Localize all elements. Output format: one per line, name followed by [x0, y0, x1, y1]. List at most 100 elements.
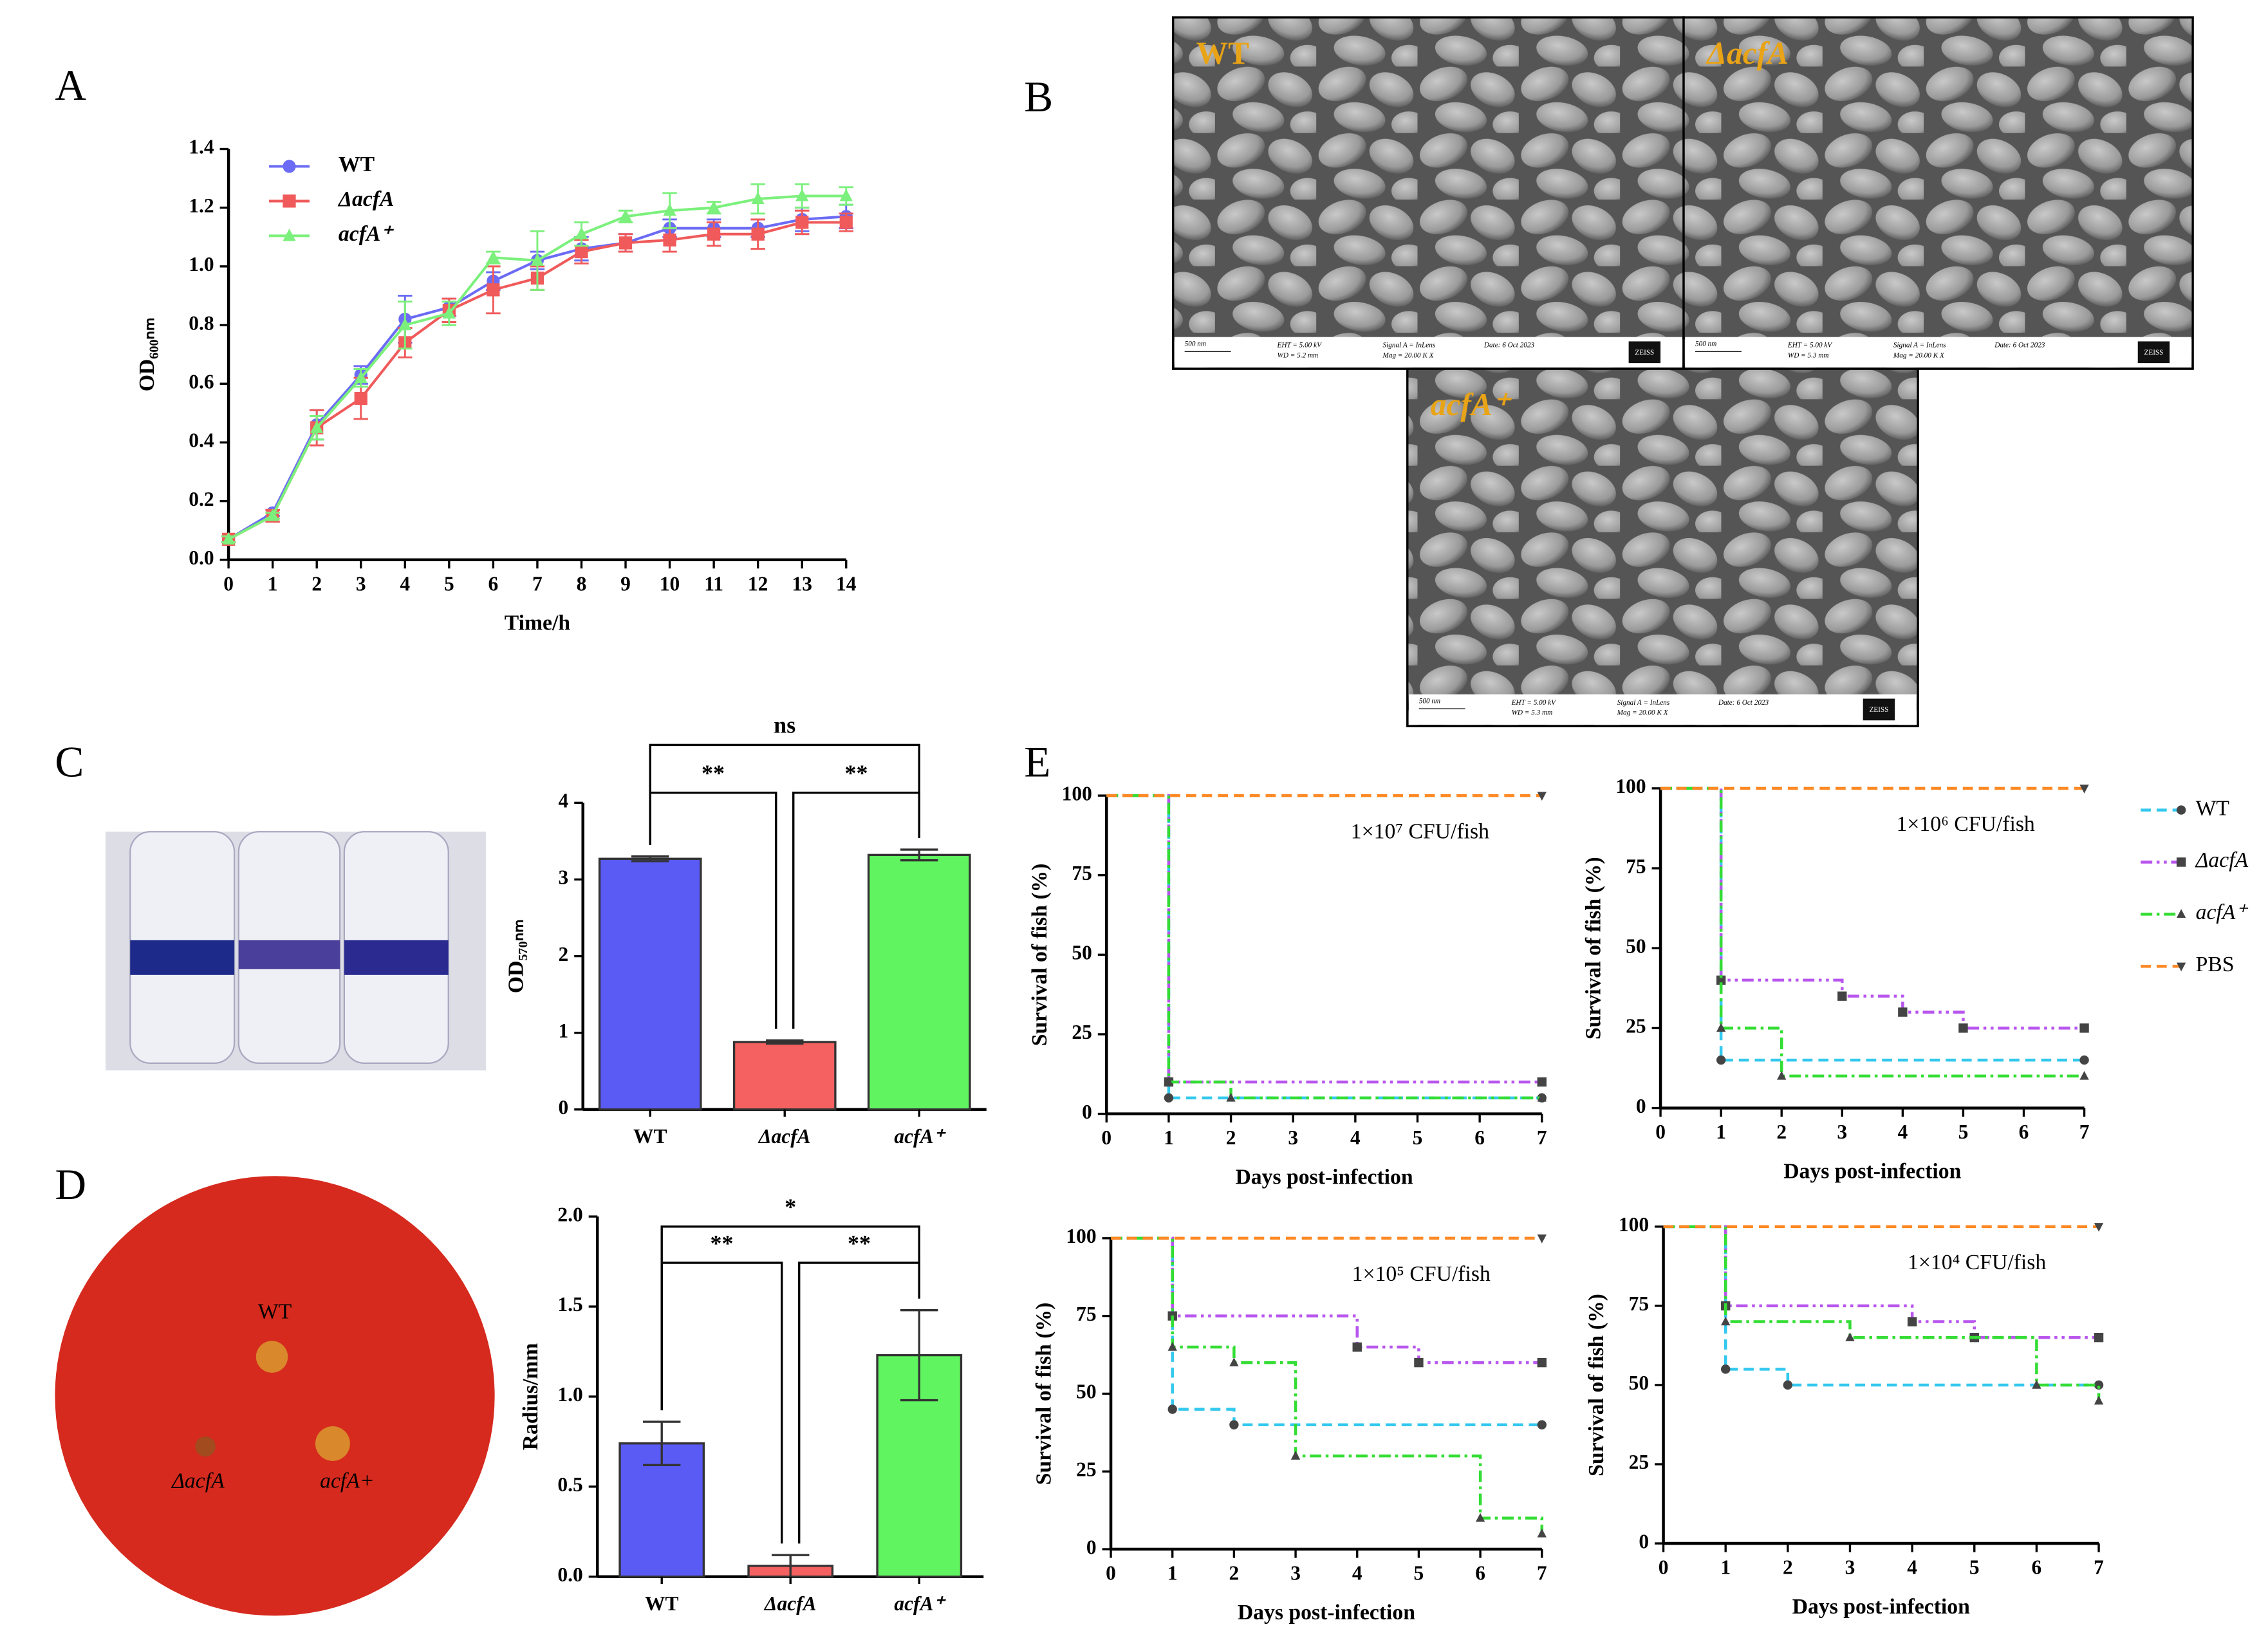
y-tick-label: 25 [1629, 1451, 1649, 1473]
x-tick-label: 14 [836, 572, 857, 595]
marker [1475, 1512, 1485, 1522]
y-tick-label: 1.4 [189, 136, 214, 158]
meta-text: WD = 5.3 mm [1512, 709, 1553, 717]
marker [1290, 1451, 1301, 1460]
panel-label: B [1024, 73, 1053, 121]
x-tick-label: 9 [620, 572, 631, 595]
marker [2079, 1070, 2089, 1080]
x-tick-label: 0 [1101, 1126, 1111, 1149]
x-tick-label: 4 [400, 572, 410, 595]
panel-label: C [55, 738, 84, 786]
marker [283, 228, 296, 241]
bar [732, 1041, 837, 1111]
meta-text: Signal A = InLens [1893, 342, 1946, 349]
marker [354, 371, 367, 384]
y-tick-label: 2 [559, 943, 569, 965]
significance-label: ** [711, 1230, 734, 1256]
marker [1537, 1420, 1547, 1429]
x-tick-label: 0 [223, 572, 234, 595]
marker [1837, 991, 1847, 1001]
marker [442, 306, 456, 319]
x-tick-label: 11 [704, 572, 723, 595]
y-tick-label: 0 [1082, 1101, 1092, 1123]
sem-label: ΔacfA [1706, 35, 1789, 71]
meta-text: EHT = 5.00 kV [1511, 699, 1557, 707]
x-tick-label: 0 [1655, 1121, 1666, 1143]
marker [575, 245, 588, 259]
y-tick-label: 0.5 [557, 1473, 582, 1496]
marker [618, 236, 633, 250]
survival-line [1660, 786, 2085, 1078]
x-tick-label: 2 [1783, 1556, 1793, 1579]
tube-photo [106, 831, 487, 1071]
brand: ZEISS [1635, 349, 1654, 357]
marker [795, 216, 809, 229]
x-tick-label: 6 [2032, 1556, 2042, 1579]
marker [2079, 785, 2089, 794]
x-tick-label: 5 [1413, 1126, 1423, 1149]
marker [2094, 1223, 2104, 1232]
x-tick-label: 1 [1164, 1126, 1174, 1149]
x-tick-label: 4 [1350, 1126, 1361, 1149]
marker [1414, 1357, 1424, 1368]
scale-bar-label: 500 nm [1695, 340, 1716, 348]
y-tick-label: 100 [1062, 782, 1092, 805]
marker [2176, 909, 2186, 918]
y-axis-title: Survival of fish (%) [1032, 1303, 1056, 1485]
x-tick-label: 6 [1475, 1562, 1485, 1585]
marker [839, 189, 853, 201]
meta-text: Mag = 20.00 K X [1617, 709, 1669, 717]
meta-text: EHT = 5.00 kV [1276, 342, 1322, 349]
marker [707, 227, 721, 241]
y-tick-label: 75 [1076, 1303, 1096, 1325]
y-tick-label: 0.8 [189, 312, 214, 334]
marker [283, 194, 296, 208]
y-tick-label: 50 [1076, 1381, 1096, 1403]
marker [1783, 1380, 1793, 1390]
biofilm-ring [130, 940, 235, 975]
biofilm-ring [344, 940, 449, 975]
y-tick-label: 50 [1626, 935, 1646, 957]
survival-line [1663, 1225, 2099, 1339]
subplot-title: 1×10⁴ CFU/fish [1908, 1251, 2046, 1274]
panel-label: E [1024, 738, 1050, 786]
x-tick-label: 4 [1352, 1562, 1362, 1585]
meta-text: EHT = 5.00 kV [1787, 342, 1833, 349]
legend-label: acfA⁺ [2196, 900, 2249, 924]
x-tick-label: 8 [577, 572, 587, 595]
marker [1352, 1342, 1362, 1352]
x-tick-label: 7 [1537, 1562, 1547, 1585]
x-tick-label: 13 [792, 572, 812, 595]
y-tick-label: 0.6 [189, 370, 214, 393]
y-tick-label: 1.0 [189, 253, 214, 275]
bar [598, 857, 702, 1111]
sem-label: WT [1196, 35, 1249, 71]
marker [1716, 1023, 1726, 1032]
y-tick-label: 1.2 [189, 194, 214, 217]
error-bar [642, 1420, 681, 1466]
x-tick-label: WT [645, 1592, 678, 1615]
marker [1721, 1364, 1731, 1374]
legend-label: ΔacfA [337, 187, 395, 211]
marker [575, 227, 588, 239]
significance-label: ** [845, 760, 868, 786]
brand-box [2137, 341, 2170, 364]
meta-text: Signal A = InLens [1383, 342, 1436, 349]
marker [1229, 1357, 1239, 1366]
marker [1164, 1077, 1174, 1086]
y-tick-label: 75 [1629, 1292, 1649, 1315]
y-tick-label: 100 [1615, 775, 1646, 797]
info-bar [1174, 337, 1682, 368]
x-tick-label: 1 [268, 572, 278, 595]
brand: ZEISS [1869, 706, 1888, 714]
y-tick-label: 25 [1626, 1015, 1646, 1038]
marker [266, 508, 279, 521]
y-axis-title: Survival of fish (%) [1028, 863, 1052, 1046]
x-tick-label: 2 [1776, 1121, 1787, 1143]
marker [2176, 805, 2186, 815]
sem-image [1682, 16, 2194, 370]
info-bar [1685, 337, 2191, 368]
x-tick-label: 6 [2019, 1121, 2029, 1143]
marker [707, 200, 721, 213]
